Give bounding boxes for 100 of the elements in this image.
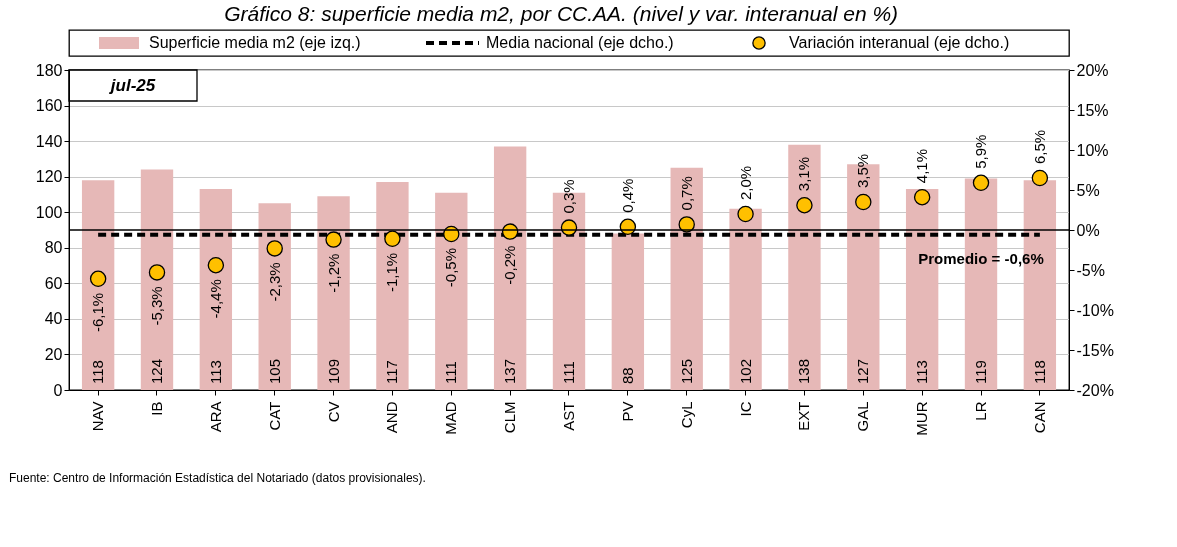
x-tick-label: ARA: [206, 401, 224, 433]
data-label: 111: [560, 361, 577, 384]
data-label: 3,5%: [854, 153, 872, 188]
y2-tick-label: 5%: [1076, 181, 1100, 199]
data-label: 125: [677, 358, 695, 384]
x-tick-label: CAT: [265, 401, 283, 431]
x-tick-label: CyL: [677, 401, 695, 429]
y-tick-label: 60: [44, 274, 63, 292]
bar: [81, 180, 115, 390]
y-tick-label: 180: [35, 61, 63, 79]
point: [384, 230, 401, 248]
data-label: Promedio = -0,6%: [918, 249, 1044, 267]
data-label: 2,0%: [736, 165, 754, 200]
data-label: 0,7%: [677, 176, 695, 211]
data-label: 118: [89, 360, 107, 384]
data-label: 138: [795, 358, 813, 384]
bar: [435, 192, 468, 390]
bar: [258, 203, 291, 390]
point: [89, 270, 107, 288]
y-tick-label: 160: [35, 97, 63, 115]
data-label: 127: [854, 358, 872, 384]
data-label: -0,5%: [442, 248, 460, 288]
point: [1031, 169, 1049, 187]
data-label: -4,4%: [206, 279, 224, 319]
point: [855, 193, 872, 211]
point: [207, 256, 225, 274]
data-label: 4,1%: [913, 149, 931, 184]
point: [796, 196, 813, 214]
y-tick-label: 120: [35, 168, 63, 186]
data-label: 117: [383, 360, 401, 384]
bar: [493, 146, 527, 390]
x-tick-label: NAV: [89, 401, 107, 432]
data-label: 105: [265, 358, 283, 384]
y-tick-label: 40: [44, 310, 63, 328]
x-tick-label: AND: [383, 401, 401, 434]
y2-tick-label: 20%: [1076, 61, 1109, 79]
data-label: -5,3%: [147, 286, 165, 326]
data-label: 0,3%: [560, 179, 577, 214]
bar: [376, 182, 409, 390]
x-tick-label: IB: [147, 401, 165, 416]
data-label: 124: [147, 358, 165, 384]
x-tick-label: CLM: [501, 401, 519, 434]
y-tick-label: 80: [44, 239, 63, 257]
bar: [317, 196, 350, 390]
x-tick-label: PV: [618, 401, 636, 422]
data-label: 88: [618, 367, 636, 384]
legend-label: Variación interanual (eje dcho.): [789, 34, 1010, 51]
x-tick-label: CV: [324, 401, 342, 423]
legend-label: Superficie media m2 (eje izq.): [149, 34, 361, 51]
point: [972, 174, 990, 192]
bar: [199, 189, 233, 390]
data-label: 137: [501, 358, 519, 384]
data-label: 113: [913, 360, 931, 384]
data-label: 102: [736, 358, 754, 384]
bar: [670, 167, 703, 390]
y-tick-label: 0: [53, 381, 63, 399]
x-tick-label: IC: [736, 401, 754, 417]
data-label: 109: [324, 358, 342, 384]
x-tick-label: GAL: [854, 401, 872, 432]
point: [913, 188, 931, 206]
x-tick-label: AST: [560, 401, 577, 431]
x-tick-label: LR: [972, 401, 990, 421]
y2-tick-label: 10%: [1076, 141, 1109, 159]
data-label: -1,1%: [383, 252, 401, 292]
y2-tick-label: -10%: [1076, 301, 1114, 319]
data-label: 0,4%: [618, 178, 636, 213]
point: [266, 240, 283, 257]
data-label: 118: [1030, 360, 1048, 384]
x-tick-label: CAN: [1030, 401, 1048, 434]
point: [148, 264, 166, 281]
data-label: 6,5%: [1030, 129, 1048, 164]
chart-title: Gráfico 8: superficie media m2, por CC.AA. (nivel y var. interanual en %): [224, 2, 899, 26]
legend-label: Media nacional (eje dcho.): [486, 34, 674, 51]
bar: [788, 144, 821, 390]
x-tick-label: MUR: [913, 401, 931, 436]
y-tick-label: 20: [44, 345, 63, 363]
bar: [611, 233, 645, 390]
annotation: jul-25: [108, 76, 156, 95]
y-tick-label: 140: [35, 132, 63, 150]
y2-tick-label: 0%: [1076, 221, 1100, 239]
data-label: 5,9%: [972, 134, 990, 169]
point: [325, 231, 342, 248]
bar: [140, 169, 174, 390]
data-label: -1,2%: [324, 253, 342, 293]
y2-tick-label: -15%: [1076, 341, 1114, 359]
data-label: 119: [972, 360, 990, 384]
data-label: 3,1%: [795, 157, 813, 192]
point: [737, 205, 754, 223]
x-tick-label: MAD: [442, 401, 460, 435]
y2-tick-label: 15%: [1076, 101, 1109, 119]
bar: [729, 208, 762, 390]
data-label: 111: [442, 361, 460, 384]
source-note: Fuente: Centro de Información Estadística del Notariado (datos provisionales).: [9, 471, 426, 485]
data-label: -6,1%: [89, 292, 107, 332]
data-label: -0,2%: [501, 245, 519, 285]
y2-tick-label: -5%: [1076, 261, 1105, 279]
data-label: -2,3%: [265, 262, 283, 302]
y2-tick-label: -20%: [1076, 381, 1114, 399]
y-tick-label: 100: [35, 203, 63, 221]
data-label: 113: [206, 360, 224, 384]
